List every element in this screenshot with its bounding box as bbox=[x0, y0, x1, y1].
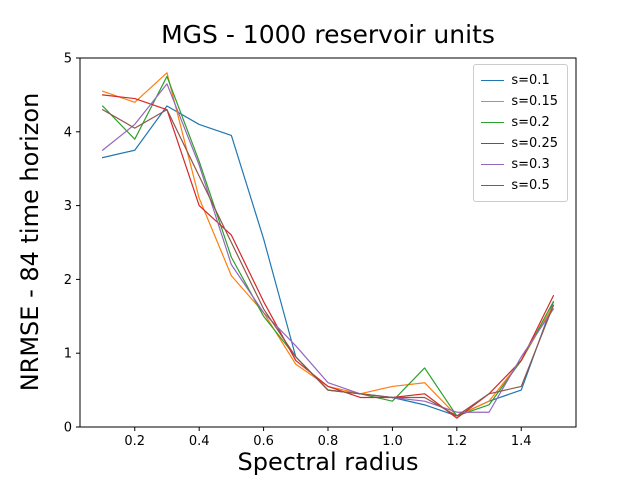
y-tick-label: 0 bbox=[64, 421, 72, 436]
y-tick-label: 2 bbox=[64, 273, 72, 288]
chart-title: MGS - 1000 reservoir units bbox=[161, 20, 495, 49]
legend-label: s=0.3 bbox=[511, 157, 550, 172]
legend-item: s=0.3 bbox=[481, 154, 558, 175]
legend-line-sample bbox=[481, 143, 505, 144]
series-line-s=0.3 bbox=[101, 83, 555, 413]
x-tick-label: 0.4 bbox=[189, 434, 210, 449]
legend-item: s=0.1 bbox=[481, 70, 558, 91]
x-tick-label: 0.8 bbox=[318, 434, 339, 449]
legend-label: s=0.15 bbox=[511, 94, 558, 109]
legend-label: s=0.1 bbox=[511, 73, 550, 88]
x-tick-label: 1.2 bbox=[446, 434, 467, 449]
x-tick-label: 0.2 bbox=[124, 434, 145, 449]
legend-line-sample bbox=[481, 185, 505, 186]
x-axis-label: Spectral radius bbox=[237, 448, 419, 476]
series-line-s=0.25 bbox=[101, 94, 555, 419]
series-line-s=0.5 bbox=[101, 109, 555, 417]
legend-line-sample bbox=[481, 164, 505, 165]
legend-line-sample bbox=[481, 80, 505, 81]
x-tick-label: 1.0 bbox=[382, 434, 403, 449]
legend-line-sample bbox=[481, 122, 505, 123]
x-tick-label: 0.6 bbox=[253, 434, 274, 449]
legend: s=0.1 s=0.15 s=0.2 s=0.25 s=0.3 s=0.5 bbox=[473, 64, 568, 202]
legend-item: s=0.5 bbox=[481, 175, 558, 196]
x-tick-label: 1.4 bbox=[511, 434, 532, 449]
y-tick-label: 4 bbox=[64, 125, 72, 140]
legend-item: s=0.25 bbox=[481, 133, 558, 154]
legend-item: s=0.15 bbox=[481, 91, 558, 112]
y-tick-label: 5 bbox=[64, 52, 72, 67]
y-tick-label: 1 bbox=[64, 347, 72, 362]
legend-item: s=0.2 bbox=[481, 112, 558, 133]
y-tick-label: 3 bbox=[64, 199, 72, 214]
legend-label: s=0.25 bbox=[511, 136, 558, 151]
legend-line-sample bbox=[481, 101, 505, 102]
legend-label: s=0.5 bbox=[511, 178, 550, 193]
legend-label: s=0.2 bbox=[511, 115, 550, 130]
